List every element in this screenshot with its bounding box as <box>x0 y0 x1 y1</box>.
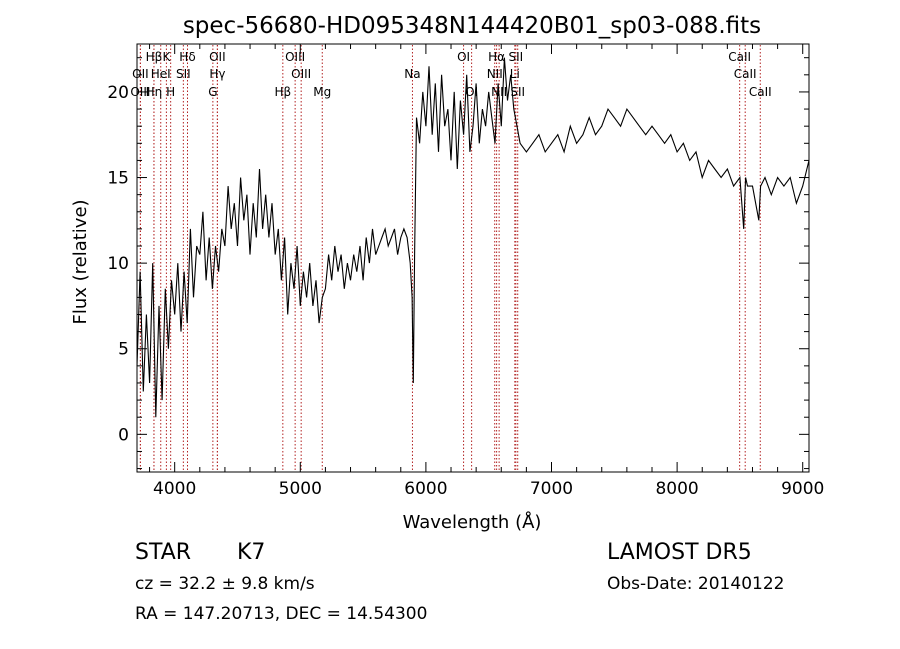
line-marker-label: Hα <box>488 50 505 64</box>
line-marker-label: OIII <box>291 67 311 81</box>
line-marker-label: Hγ <box>209 67 225 81</box>
line-marker-label: SII <box>510 85 525 99</box>
y-tick-label: 5 <box>118 340 129 360</box>
x-tick-label: 5000 <box>279 479 322 499</box>
line-marker-label: Hη <box>146 85 163 99</box>
object-subclass: K7 <box>237 540 266 565</box>
line-marker-label: CaII <box>749 85 772 99</box>
redshift-velocity: cz = 32.2 ± 9.8 km/s <box>135 574 315 594</box>
y-tick-label: 0 <box>118 425 129 445</box>
y-tick-label: 10 <box>107 254 129 274</box>
line-marker-label: HeI <box>151 67 171 81</box>
line-marker-label: Li <box>510 67 520 81</box>
y-axis-label: Flux (relative) <box>70 199 91 324</box>
x-tick-label: 7000 <box>530 479 573 499</box>
coordinates: RA = 147.20713, DEC = 14.54300 <box>135 604 428 624</box>
line-marker-label: OIII <box>285 50 305 64</box>
x-axis-label: Wavelength (Å) <box>403 511 542 533</box>
x-axis: 4000 5000 6000 7000 8000 9000 <box>149 44 824 499</box>
line-marker-label: CaII <box>734 67 757 81</box>
line-marker-label: Na <box>404 67 420 81</box>
plot-frame <box>136 43 810 473</box>
x-tick-label: 9000 <box>781 479 824 499</box>
line-marker-label: SII <box>176 67 191 81</box>
y-axis: 0 5 10 15 20 <box>107 57 809 470</box>
line-marker-label: OII <box>209 50 226 64</box>
line-marker-label: OI <box>457 50 470 64</box>
spectral-line-markers <box>139 45 761 471</box>
object-class: STAR <box>135 540 192 565</box>
y-tick-label: 15 <box>107 169 129 189</box>
spectrum-line <box>136 57 810 418</box>
line-marker-label: NII <box>491 85 507 99</box>
survey-name: LAMOST DR5 <box>607 540 752 565</box>
chart-title: spec-56680-HD095348N144420B01_sp03-088.f… <box>183 13 761 39</box>
y-tick-label: 20 <box>107 83 129 103</box>
line-marker-label: Hδ <box>179 50 195 64</box>
line-marker-label: OII <box>132 67 149 81</box>
line-marker-label: SII <box>508 50 523 64</box>
x-tick-label: 6000 <box>404 479 447 499</box>
line-marker-label: OI <box>465 85 478 99</box>
line-marker-label: Hβ <box>146 50 163 64</box>
line-marker-label: H <box>166 85 175 99</box>
line-marker-label: Hβ <box>274 85 291 99</box>
observation-date: Obs-Date: 20140122 <box>607 574 785 594</box>
line-marker-label: NII <box>487 67 503 81</box>
line-marker-label: Mg <box>313 85 331 99</box>
line-marker-label: G <box>208 85 217 99</box>
line-marker-label: K <box>162 50 171 64</box>
line-marker-label: CaII <box>728 50 751 64</box>
x-tick-label: 8000 <box>655 479 698 499</box>
x-tick-label: 4000 <box>153 479 196 499</box>
